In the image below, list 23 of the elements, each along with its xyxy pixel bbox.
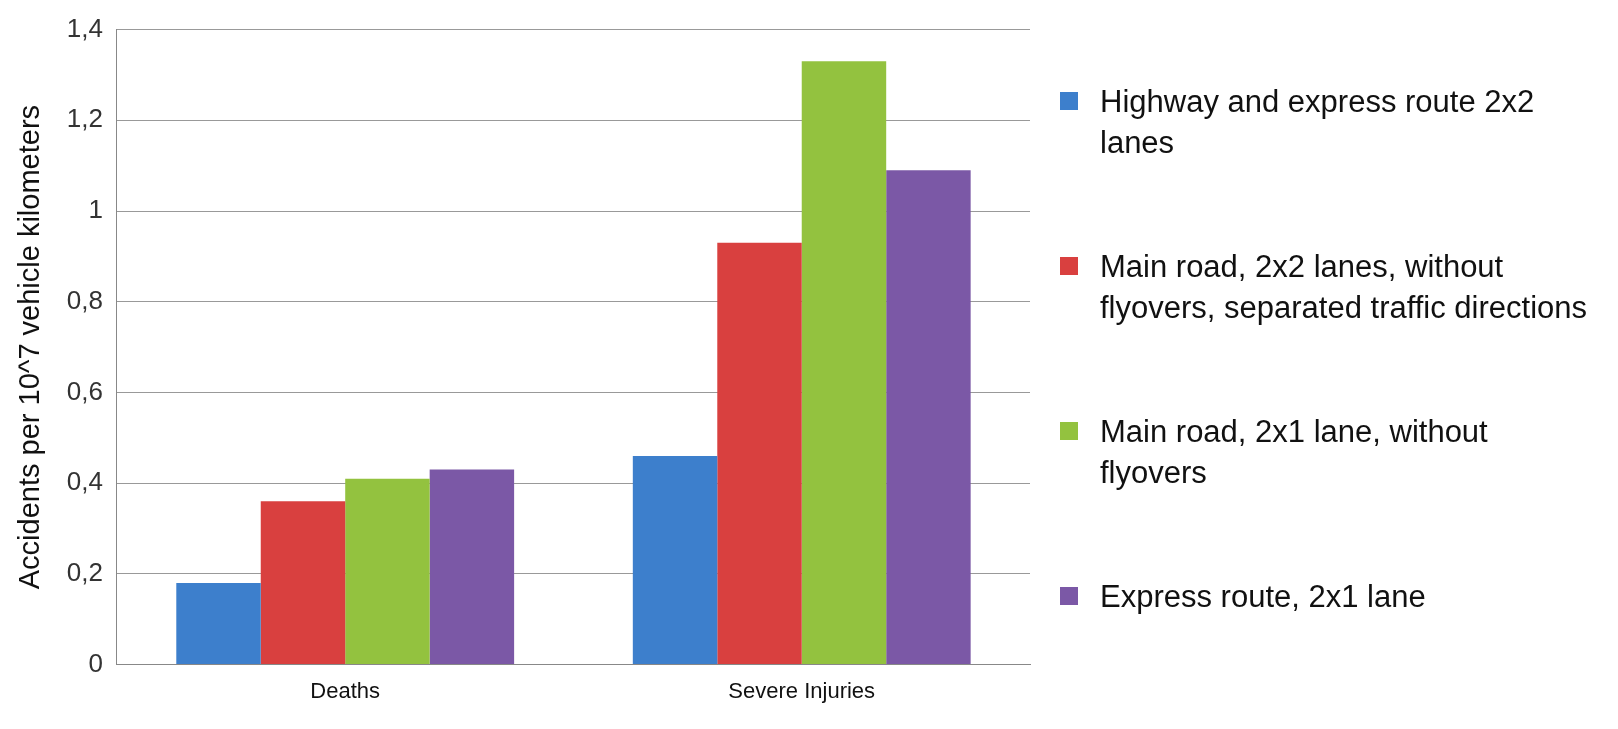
bar: [886, 170, 971, 665]
y-axis-title: Accidents per 10^7 vehicle kilometers: [13, 104, 46, 590]
y-tick-label: 1: [88, 194, 103, 225]
y-tick-label: 0,8: [66, 284, 103, 315]
y-tick-label: 1,2: [66, 103, 103, 134]
legend-label: Main road, 2x1 lane, without flyovers: [1100, 413, 1489, 492]
bar: [176, 582, 261, 665]
bar: [345, 478, 430, 665]
y-tick-label: 0,4: [66, 466, 103, 497]
bar: [429, 469, 515, 665]
y-tick-label: 0,2: [66, 557, 103, 588]
bar: [260, 501, 346, 665]
bar: [717, 242, 802, 665]
legend-label: Highway and express route 2x2 lanes: [1100, 83, 1536, 162]
y-tick-label: 0: [88, 647, 103, 678]
y-tick-label: 0,6: [66, 375, 103, 406]
legend-label: Main road, 2x2 lanes, without flyovers, separated traffic directions: [1100, 248, 1589, 327]
bar: [632, 455, 718, 665]
y-tick-label: 1,4: [66, 12, 103, 43]
x-tick-label: Severe Injuries: [728, 677, 876, 703]
bar: [801, 61, 887, 665]
x-tick-label: Deaths: [310, 677, 381, 703]
legend-label: Express route, 2x1 lane: [1100, 578, 1426, 617]
